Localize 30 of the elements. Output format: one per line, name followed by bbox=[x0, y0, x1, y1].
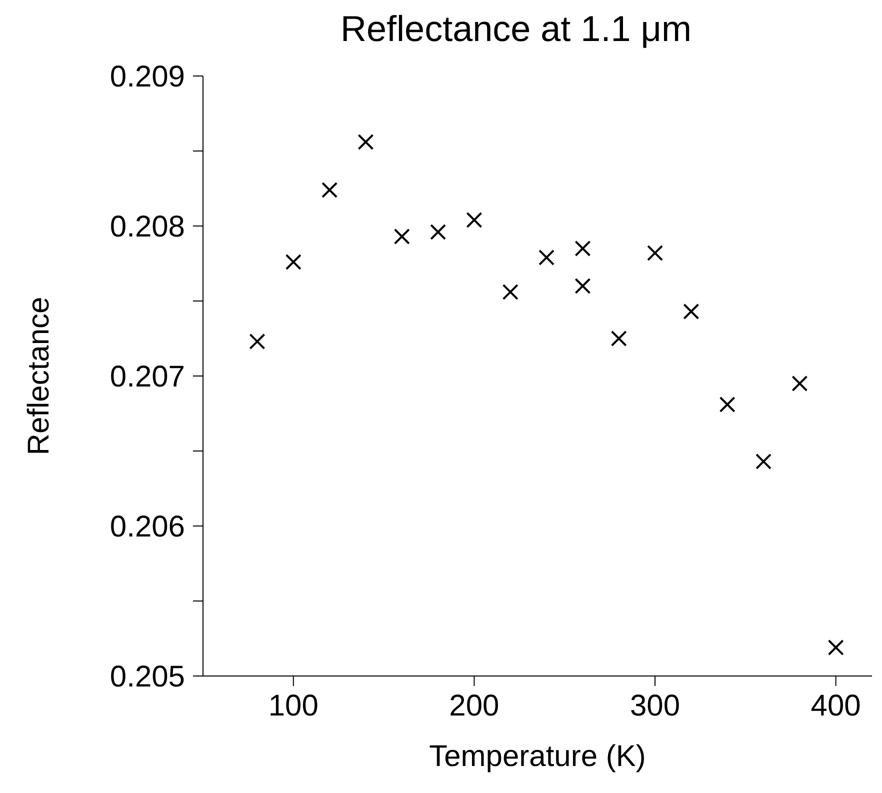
x-tick-label: 400 bbox=[810, 689, 861, 722]
point bbox=[683, 304, 700, 320]
point bbox=[756, 454, 772, 470]
y-tick-label: 0.205 bbox=[110, 660, 185, 694]
point bbox=[828, 640, 844, 656]
x-tick-label: 100 bbox=[268, 689, 318, 722]
x-axis-title: Temperature (K) bbox=[429, 740, 646, 773]
point bbox=[466, 212, 482, 228]
point bbox=[792, 376, 808, 392]
y-tick-label: 0.208 bbox=[110, 210, 185, 244]
chart-title: Reflectance at 1.1 μm bbox=[340, 8, 692, 51]
point bbox=[610, 330, 627, 346]
point bbox=[502, 284, 518, 300]
y-tick-label: 0.206 bbox=[110, 510, 185, 544]
point bbox=[358, 134, 374, 150]
point bbox=[538, 250, 555, 266]
point bbox=[647, 245, 664, 261]
y-axis-title: Reflectance bbox=[22, 296, 56, 456]
point bbox=[322, 182, 338, 198]
point bbox=[394, 228, 410, 244]
point bbox=[249, 334, 266, 350]
y-tick-label: 0.209 bbox=[110, 60, 185, 94]
x-tick-label: 300 bbox=[630, 689, 680, 722]
x-tick-label: 200 bbox=[449, 689, 500, 722]
point bbox=[574, 240, 591, 256]
point bbox=[285, 254, 302, 270]
point bbox=[430, 224, 446, 240]
point bbox=[719, 396, 736, 412]
point bbox=[574, 278, 591, 294]
y-tick-label: 0.207 bbox=[110, 360, 185, 394]
